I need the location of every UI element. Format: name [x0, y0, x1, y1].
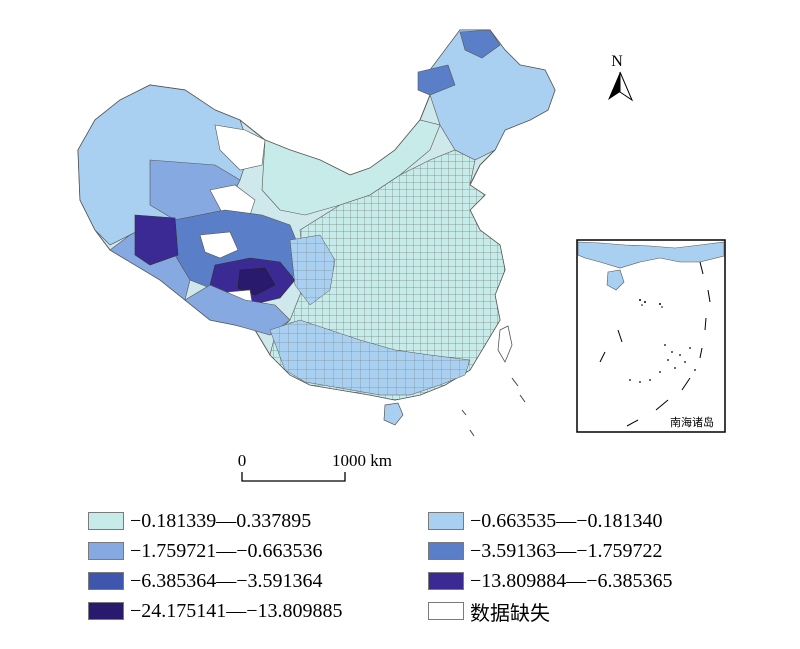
inset-frame	[576, 239, 726, 433]
inset-islands	[629, 299, 696, 383]
legend-item: −1.759721—−0.663536	[88, 537, 323, 565]
north-arrow: N	[608, 53, 634, 102]
legend-swatch	[88, 602, 124, 620]
taiwan-island	[497, 325, 513, 363]
region-ne-dark-2	[417, 64, 456, 96]
hainan-island	[383, 402, 404, 426]
china-choropleth-map: N 南海诸岛 0 1000 km	[77, 29, 726, 482]
legend-swatch	[428, 602, 464, 620]
legend-swatch	[428, 512, 464, 530]
legend-swatch	[428, 542, 464, 560]
inset-nine-dash-line	[599, 261, 711, 427]
region-xj-missing	[214, 124, 266, 171]
legend-label: 数据缺失	[470, 602, 550, 625]
legend-item: −6.385364—−3.591364	[88, 567, 323, 595]
legend-swatch	[88, 512, 124, 530]
legend-label: −0.663535—−0.181340	[470, 509, 663, 532]
inset-label: 南海诸岛	[670, 415, 714, 429]
region-ne-dark	[459, 29, 501, 59]
region-north-band	[261, 119, 441, 216]
legend-label: −24.175141—−13.809885	[130, 599, 343, 622]
legend-label: −13.809884—−6.385365	[470, 569, 673, 592]
legend-item: −24.175141—−13.809885	[88, 597, 343, 625]
legend-item: 数据缺失	[428, 597, 550, 625]
south-china-sea-inset: 南海诸岛	[576, 239, 726, 433]
north-arrow-icon	[608, 72, 620, 100]
legend-item: −0.181339—0.337895	[88, 507, 311, 535]
legend-label: −3.591363—−1.759722	[470, 539, 663, 562]
region-tibet-darkest	[237, 267, 276, 296]
legend-item: −13.809884—−6.385365	[428, 567, 673, 595]
scale-line	[241, 472, 346, 482]
region-qinghai-missing	[199, 231, 239, 259]
legend-label: −0.181339—0.337895	[130, 509, 312, 532]
north-label: N	[611, 53, 623, 70]
scale-end: 1000 km	[332, 451, 392, 470]
coastal-dashes	[461, 377, 526, 437]
region-south-grid	[270, 320, 470, 395]
region-ngari	[134, 214, 179, 266]
mainland-regions	[77, 29, 556, 437]
legend-item: −0.663535—−0.181340	[428, 507, 663, 535]
region-sichuan-grid	[290, 235, 335, 305]
legend-swatch	[88, 542, 124, 560]
legend-swatch	[428, 572, 464, 590]
inset-hainan	[606, 269, 625, 291]
legend-label: −6.385364—−3.591364	[130, 569, 323, 592]
legend-item: −3.591363—−1.759722	[428, 537, 663, 565]
scale-start: 0	[238, 451, 247, 470]
legend-swatch	[88, 572, 124, 590]
scale-bar: 0 1000 km	[238, 451, 392, 482]
legend-label: −1.759721—−0.663536	[130, 539, 323, 562]
